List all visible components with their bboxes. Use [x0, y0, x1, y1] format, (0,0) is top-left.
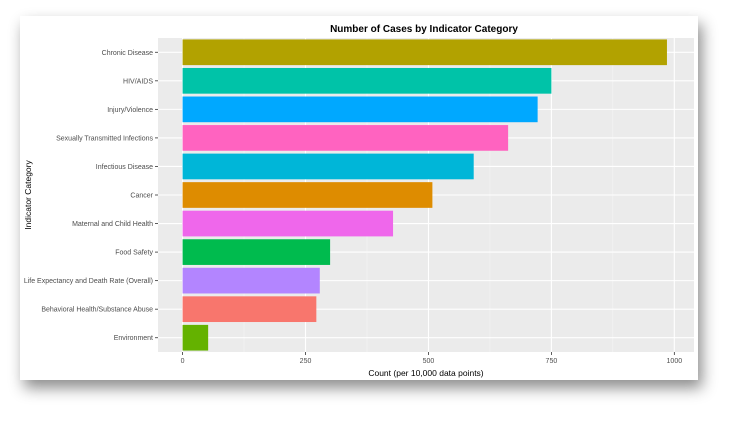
chart-card: Number of Cases by Indicator Category Ch…: [20, 16, 698, 380]
bar: [182, 239, 331, 265]
y-tick-label: Injury/Violence: [107, 107, 153, 114]
y-tick-label: HIV/AIDS: [123, 78, 153, 85]
bar: [182, 182, 433, 208]
bar: [182, 96, 538, 123]
x-tick-label: 750: [546, 358, 558, 365]
bar: [182, 210, 394, 237]
bar: [182, 267, 320, 294]
bar: [182, 39, 667, 66]
y-tick-label: Life Expectancy and Death Rate (Overall): [24, 278, 153, 285]
y-tick-label: Sexually Transmitted Infections: [56, 135, 153, 142]
bar: [182, 324, 209, 351]
bar: [182, 125, 509, 151]
y-axis-title: Indicator Category: [23, 160, 33, 230]
bar: [182, 153, 474, 180]
y-tick-label: Infectious Disease: [96, 164, 153, 171]
x-axis-title: Count (per 10,000 data points): [368, 368, 483, 378]
bar: [182, 67, 552, 94]
x-tick-label: 250: [300, 358, 312, 365]
x-tick-label: 0: [181, 358, 185, 365]
x-tick-label: 1000: [667, 358, 683, 365]
bars: [182, 39, 667, 351]
y-tick-label: Maternal and Child Health: [72, 221, 153, 228]
y-tick-label: Environment: [114, 335, 153, 342]
y-tick-label: Cancer: [130, 193, 153, 200]
x-tick-label: 500: [423, 358, 435, 365]
bar: [182, 296, 317, 323]
y-tick-label: Food Safety: [115, 250, 153, 257]
chart-title: Number of Cases by Indicator Category: [330, 24, 518, 35]
bar-chart: Number of Cases by Indicator Category Ch…: [23, 24, 694, 378]
y-tick-label: Chronic Disease: [102, 50, 153, 57]
y-tick-label: Behavioral Health/Substance Abuse: [41, 307, 153, 314]
x-axis-ticks: 0 250 500 750 1000: [181, 352, 683, 365]
y-axis-ticks: Chronic Disease HIV/AIDS Injury/Violence Se…: [24, 50, 158, 342]
